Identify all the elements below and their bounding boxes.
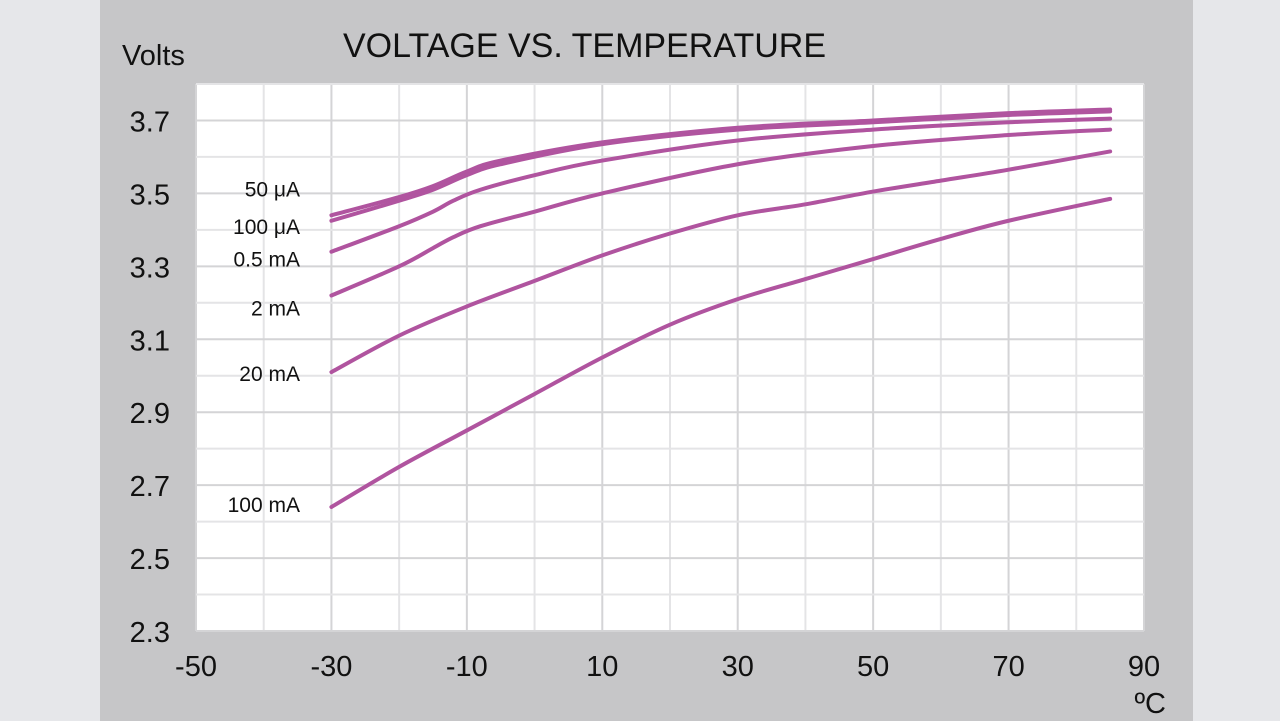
y-tick-label: 3.3 [130,252,170,284]
x-axis-label: ºC [1134,688,1166,720]
series-label: 0.5 mA [233,249,300,272]
series-label: 2 mA [251,298,300,321]
x-tick-label: -50 [175,651,217,683]
chart-title: VOLTAGE VS. TEMPERATURE [343,27,826,65]
series-label: 100 mA [228,494,300,517]
series-labels: 50 μA 100 μA 0.5 mA 2 mA 20 mA 100 mA [228,178,300,517]
series-line [329,116,1113,254]
y-axis-label: Volts [122,40,185,72]
x-tick-label: 50 [857,651,889,683]
y-tick-label: 2.9 [130,398,170,430]
series-line [329,196,1113,510]
y-tick-label: 2.3 [130,617,170,649]
series-lines [329,107,1113,510]
y-tick-label: 3.1 [130,325,170,357]
series-line [329,149,1113,375]
series-line [329,127,1113,298]
y-tick-label: 3.5 [130,179,170,211]
y-tick-label: 2.5 [130,544,170,576]
y-tick-label: 3.7 [130,106,170,138]
series-label: 50 μA [245,178,300,201]
tick-labels: -50 -30 -10 10 30 50 70 90 2.3 2.5 2.7 2.9 3.1 3.3 3.5… [130,106,1160,683]
series-line [329,109,1113,223]
x-tick-label: -30 [310,651,352,683]
x-tick-label: 70 [992,651,1024,683]
x-tick-label: 30 [722,651,754,683]
y-tick-label: 2.7 [130,471,170,503]
x-tick-label: -10 [446,651,488,683]
series-label: 20 mA [239,363,300,386]
x-tick-label: 10 [586,651,618,683]
x-tick-label: 90 [1128,651,1160,683]
series-label: 100 μA [233,216,300,239]
